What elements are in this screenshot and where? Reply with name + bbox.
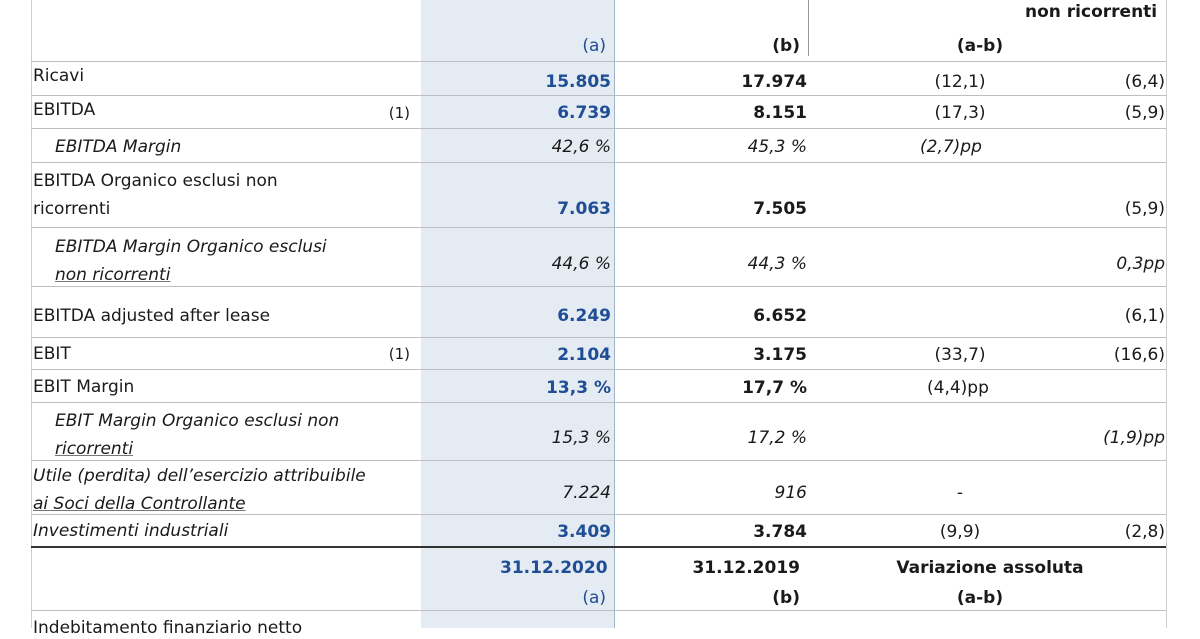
- cell-a: 15,3 %: [551, 428, 611, 448]
- header-col-ab-bottom: (a-b): [956, 588, 1004, 608]
- row-separator: [31, 162, 1166, 163]
- header-col-ab: (a-b): [956, 36, 1004, 56]
- cell-a: 42,6 %: [551, 137, 611, 157]
- row-label-cutoff: Indebitamento finanziario netto: [33, 618, 303, 638]
- column-divider-b: [808, 0, 809, 56]
- row-label: EBIT: [33, 344, 71, 364]
- row-separator: [31, 610, 1166, 611]
- cell-d: (5,9): [1124, 199, 1165, 219]
- cell-a: 44,6 %: [551, 254, 611, 274]
- row-separator: [31, 460, 1166, 461]
- cell-ab: -: [956, 483, 964, 503]
- cell-b: 8.151: [753, 103, 807, 123]
- header-col-a: (a): [582, 36, 606, 56]
- cell-ab: (17,3): [934, 103, 986, 123]
- cell-ab: (9,9): [939, 522, 981, 542]
- cell-b: 916: [774, 483, 807, 503]
- table-right-border: [1166, 0, 1167, 628]
- cell-d: (6,1): [1124, 306, 1165, 326]
- row-label-line2: ricorrenti: [55, 439, 134, 459]
- cell-a: 6.739: [557, 103, 611, 123]
- row-label-line1: EBIT Margin Organico esclusi non: [55, 411, 340, 431]
- cell-a: 3.409: [557, 522, 611, 542]
- row-label: EBITDA: [33, 100, 96, 120]
- row-label-line1: EBITDA Organico esclusi non: [33, 171, 278, 191]
- row-separator: [31, 128, 1166, 129]
- cell-a: 7.224: [562, 483, 611, 503]
- row-label: EBIT Margin: [33, 377, 135, 397]
- row-label: Ricavi: [33, 66, 85, 86]
- cell-a: 2.104: [557, 345, 611, 365]
- cell-b: 3.175: [753, 345, 807, 365]
- cell-d: (1,9)pp: [1103, 428, 1165, 448]
- cell-b: 17,2 %: [747, 428, 807, 448]
- row-separator: [31, 402, 1166, 403]
- row-label: Investimenti industriali: [33, 521, 229, 541]
- current-year-column-shading: [421, 0, 614, 628]
- cell-d: (5,9): [1124, 103, 1165, 123]
- row-label: EBITDA adjusted after lease: [33, 306, 271, 326]
- cell-b: 17.974: [741, 72, 807, 92]
- cell-d: (2,8): [1124, 522, 1165, 542]
- cell-a: 7.063: [557, 199, 611, 219]
- cell-b: 7.505: [753, 199, 807, 219]
- header-non-ricorrenti: non ricorrenti: [1025, 2, 1158, 22]
- header-col-b: (b): [772, 36, 800, 56]
- cell-b: 3.784: [753, 522, 807, 542]
- footnote-ref: (1): [388, 104, 410, 122]
- row-separator: [31, 514, 1166, 515]
- header-variation: Variazione assoluta: [896, 558, 1084, 578]
- footnote-ref: (1): [388, 345, 410, 363]
- cell-d: 0,3pp: [1116, 254, 1165, 274]
- cell-ab: (33,7): [934, 345, 986, 365]
- header-date-b: 31.12.2019: [692, 558, 800, 578]
- cell-b: 45,3 %: [747, 137, 807, 157]
- column-divider-a: [614, 0, 615, 628]
- row-label: EBITDA Margin: [55, 137, 182, 157]
- cell-b: 44,3 %: [747, 254, 807, 274]
- cell-d: (16,6): [1113, 345, 1165, 365]
- row-label-line2: non ricorrenti: [55, 265, 171, 285]
- row-separator: [31, 61, 1166, 62]
- cell-a: 15.805: [545, 72, 611, 92]
- table-left-border: [31, 0, 32, 628]
- cell-a: 13,3 %: [546, 378, 611, 398]
- row-label-line2: ricorrenti: [33, 199, 111, 219]
- row-label-line2: ai Soci della Controllante: [33, 494, 246, 514]
- cell-ab: (12,1): [934, 72, 986, 92]
- row-separator: [31, 286, 1166, 287]
- cell-b: 6.652: [753, 306, 807, 326]
- row-separator: [31, 95, 1166, 96]
- row-label-line1: Utile (perdita) dell’esercizio attribuib…: [33, 466, 366, 486]
- header-date-a: 31.12.2020: [500, 558, 608, 578]
- row-separator: [31, 227, 1166, 228]
- cell-b: 17,7 %: [742, 378, 807, 398]
- cell-ab: (4,4)pp: [927, 378, 989, 398]
- cell-ab: (2,7)pp: [920, 137, 982, 157]
- section-separator: [31, 546, 1166, 548]
- header-col-b-bottom: (b): [772, 588, 800, 608]
- cell-a: 6.249: [557, 306, 611, 326]
- header-col-a-bottom: (a): [582, 588, 606, 608]
- row-separator: [31, 369, 1166, 370]
- row-separator: [31, 337, 1166, 338]
- row-label-line1: EBITDA Margin Organico esclusi: [55, 237, 327, 257]
- cell-d: (6,4): [1124, 72, 1165, 92]
